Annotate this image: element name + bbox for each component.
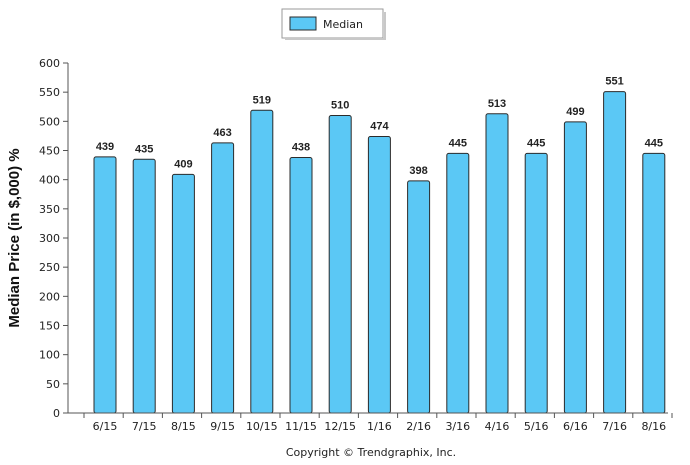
bar-value-label: 510 — [331, 100, 349, 112]
bar-value-label: 474 — [370, 121, 389, 133]
legend-label-median: Median — [323, 18, 363, 31]
legend-swatch-median — [289, 16, 317, 31]
x-tick-label: 6/16 — [563, 420, 588, 433]
bar-value-label: 445 — [449, 137, 467, 149]
bar-value-label: 409 — [174, 158, 192, 170]
bar-value-label: 499 — [566, 106, 584, 118]
x-tick-label: 2/16 — [406, 420, 431, 433]
bar-9-15 — [211, 142, 235, 414]
bar-value-label: 551 — [605, 76, 623, 88]
bar-12-15 — [328, 115, 352, 414]
y-tick-label: 300 — [39, 232, 60, 245]
bar-value-label: 519 — [253, 94, 271, 106]
x-tick-label: 6/15 — [93, 420, 118, 433]
bar-5-16 — [524, 152, 548, 414]
x-tick-label: 7/15 — [132, 420, 157, 433]
y-tick-label: 550 — [39, 86, 60, 99]
bar-value-label: 463 — [213, 127, 231, 139]
bar-value-label: 438 — [292, 142, 310, 154]
y-tick-label: 600 — [39, 57, 60, 70]
copyright-text: Copyright © Trendgraphix, Inc. — [286, 446, 456, 459]
bar-8-15 — [171, 173, 195, 414]
bar-value-label: 398 — [409, 165, 427, 177]
bars-group: 439 435 409 463 519 438 510 474 398 445 513 445 499 5… — [93, 76, 666, 414]
x-axis: 6/15 7/15 8/15 9/15 10/15 11/15 12/15 1/16 2/16 3… — [68, 412, 673, 433]
y-tick-label: 100 — [39, 349, 60, 362]
bar-value-label: 513 — [488, 98, 506, 110]
bar-11-15 — [289, 157, 313, 414]
bar-6-15 — [93, 156, 117, 414]
y-tick-label: 0 — [53, 407, 60, 420]
x-tick-label: 9/15 — [210, 420, 235, 433]
bar-2-16 — [407, 180, 431, 414]
x-tick-label: 5/16 — [524, 420, 549, 433]
y-axis-title: Median Price (in $,000) % — [6, 148, 23, 327]
y-tick-label: 250 — [39, 261, 60, 274]
y-tick-label: 150 — [39, 320, 60, 333]
x-tick-label: 8/15 — [171, 420, 196, 433]
legend-shadow-bottom — [285, 38, 386, 40]
legend-shadow — [384, 12, 386, 40]
x-tick-label: 7/16 — [602, 420, 627, 433]
bar-7-15 — [132, 158, 156, 414]
y-tick-label: 50 — [46, 378, 60, 391]
bar-7-16 — [603, 91, 627, 414]
y-tick-label: 200 — [39, 290, 60, 303]
y-tick-label: 450 — [39, 145, 60, 158]
x-tick-label: 8/16 — [641, 420, 666, 433]
bar-1-16 — [367, 136, 391, 414]
y-tick-label: 500 — [39, 115, 60, 128]
x-tick-label: 3/16 — [445, 420, 470, 433]
y-tick-label: 400 — [39, 174, 60, 187]
bar-value-label: 439 — [96, 141, 114, 153]
bar-8-16 — [642, 152, 666, 414]
x-tick-label: 10/15 — [246, 420, 278, 433]
x-tick-label: 1/16 — [367, 420, 392, 433]
bar-3-16 — [446, 152, 470, 414]
y-tick-label: 350 — [39, 203, 60, 216]
bar-4-16 — [485, 113, 509, 414]
chart-legend: Median — [281, 8, 386, 40]
bar-10-15 — [250, 109, 274, 414]
bar-6-16 — [563, 121, 587, 414]
x-tick-label: 4/16 — [485, 420, 510, 433]
bar-value-label: 445 — [645, 137, 663, 149]
bar-value-label: 435 — [135, 143, 153, 155]
bar-value-label: 445 — [527, 137, 545, 149]
y-axis: 0 50 100 150 200 250 300 350 400 450 500 550 600 — [39, 57, 69, 420]
x-tick-label: 11/15 — [285, 420, 317, 433]
x-tick-label: 12/15 — [324, 420, 356, 433]
